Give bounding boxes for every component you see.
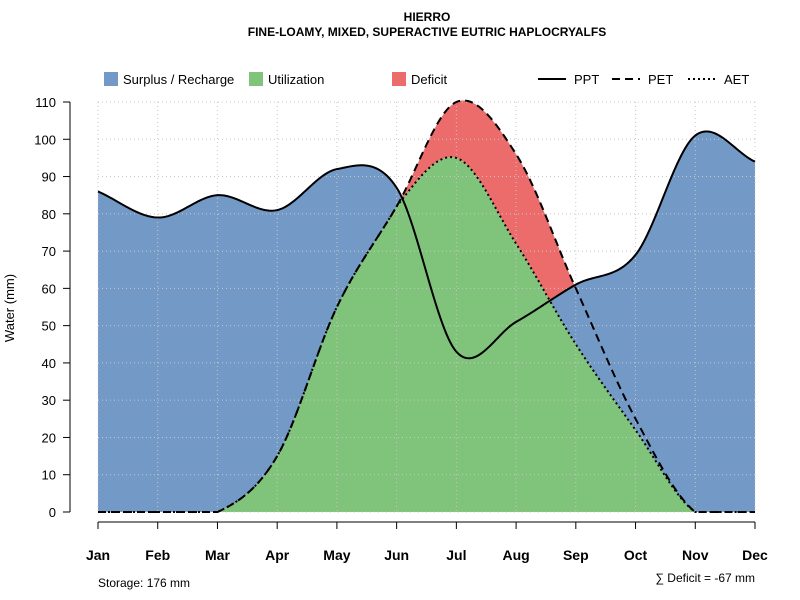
area-utilization xyxy=(98,157,755,512)
legend-swatch-deficit xyxy=(392,72,406,86)
legend-label-pet: PET xyxy=(648,72,673,87)
chart-subtitle: FINE-LOAMY, MIXED, SUPERACTIVE EUTRIC HA… xyxy=(248,25,606,39)
y-tick-label: 60 xyxy=(42,281,56,296)
legend-label-surplus: Surplus / Recharge xyxy=(123,72,234,87)
chart-title: HIERRO xyxy=(404,10,451,24)
x-tick-label-feb: Feb xyxy=(145,547,170,563)
x-tick-label-apr: Apr xyxy=(265,547,290,563)
x-tick-label-nov: Nov xyxy=(682,547,709,563)
y-axis-label: Water (mm) xyxy=(2,274,17,342)
x-tick-label-jan: Jan xyxy=(86,547,110,563)
x-tick-label-dec: Dec xyxy=(742,547,768,563)
legend-label-deficit: Deficit xyxy=(411,72,448,87)
line-aet xyxy=(98,156,755,513)
y-tick-label: 10 xyxy=(42,468,56,483)
y-tick-label: 0 xyxy=(49,505,56,520)
legend-label-utilization: Utilization xyxy=(268,72,324,87)
y-tick-label: 110 xyxy=(35,95,56,110)
y-tick-label: 80 xyxy=(42,207,56,222)
x-tick-label-may: May xyxy=(323,547,350,563)
y-tick-label: 90 xyxy=(42,170,56,185)
y-tick-label: 20 xyxy=(42,430,56,445)
plot-lines xyxy=(97,99,756,513)
line-pet xyxy=(98,99,755,513)
x-tick-label-mar: Mar xyxy=(205,547,230,563)
x-axis: Jan Feb Mar Apr May Jun Jul Aug Sep Oct Nov Dec xyxy=(86,521,768,563)
legend-swatch-utilization xyxy=(249,72,263,86)
y-tick-label: 100 xyxy=(34,132,56,147)
y-tick-label: 40 xyxy=(42,356,56,371)
legend-label-aet: AET xyxy=(724,72,749,87)
grid xyxy=(97,101,756,513)
x-tick-label-oct: Oct xyxy=(624,547,648,563)
legend-label-ppt: PPT xyxy=(574,72,599,87)
y-tick-label: 50 xyxy=(42,319,56,334)
y-tick-label: 70 xyxy=(42,244,56,259)
plot-areas xyxy=(98,100,755,513)
legend-swatch-surplus xyxy=(104,72,118,86)
x-tick-label-jul: Jul xyxy=(446,547,466,563)
y-tick-label: 30 xyxy=(42,393,56,408)
deficit-total-label: ∑ Deficit = -67 mm xyxy=(655,571,755,585)
x-tick-label-jun: Jun xyxy=(384,547,409,563)
storage-label: Storage: 176 mm xyxy=(98,576,190,590)
x-tick-label-sep: Sep xyxy=(563,547,589,563)
line-ppt xyxy=(97,130,756,360)
legend: Surplus / Recharge Utilization Deficit P… xyxy=(104,72,749,87)
x-tick-label-aug: Aug xyxy=(502,547,529,563)
y-axis: 0 10 20 30 40 50 60 70 80 90 100 110 xyxy=(34,95,71,520)
